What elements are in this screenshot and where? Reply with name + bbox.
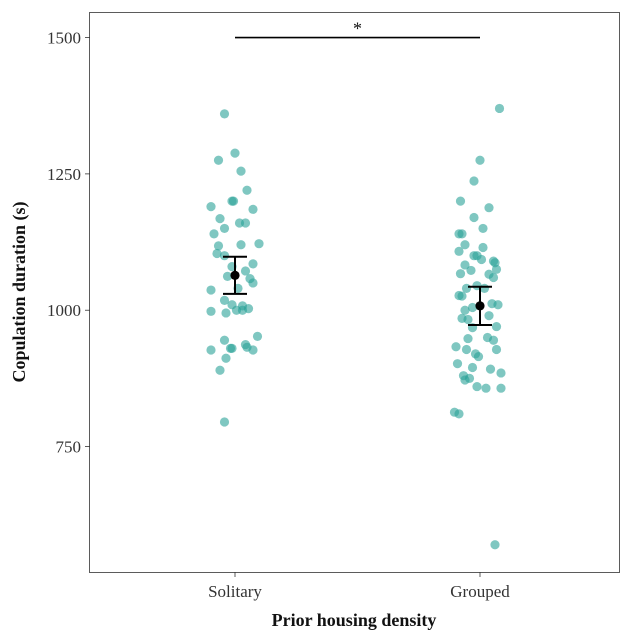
x-tick-label: Grouped [450,582,510,601]
data-point [215,214,225,224]
data-point [485,364,496,374]
y-tick-label: 1500 [47,29,81,48]
data-point [219,223,230,234]
data-points [206,103,506,550]
data-point [473,351,484,362]
data-point [254,239,264,249]
data-point [461,344,472,355]
x-axis-title: Prior housing density [272,610,437,630]
data-point [455,269,466,279]
data-point [206,345,216,355]
data-point [240,266,251,276]
data-point [206,306,216,316]
data-point [484,311,494,321]
data-point [460,375,470,385]
data-point [491,344,502,355]
data-point [212,248,222,259]
annotation-layer: * [235,19,480,39]
x-axis: Solitary Grouped [208,572,510,601]
data-point [219,417,230,427]
data-point [469,176,479,186]
data-point [219,109,230,119]
data-point [457,229,467,239]
data-point [206,285,216,295]
data-point [454,246,464,256]
data-point [252,331,263,342]
data-point [488,272,499,283]
data-point [457,291,467,301]
data-point [248,259,258,269]
mean-point [230,270,240,280]
data-point [469,212,479,223]
data-point [463,333,473,344]
data-point [466,265,476,276]
data-point [222,271,233,282]
data-point [225,343,236,353]
data-point [236,240,246,250]
data-point [236,166,246,176]
data-point [209,229,219,239]
data-point [467,362,478,373]
data-point [248,204,258,214]
data-point [460,260,470,270]
y-axis-title: Copulation duration (s) [9,201,30,382]
y-axis: 750 1000 1250 1500 [47,29,90,457]
x-tick-label: Solitary [208,582,262,601]
data-point [463,314,473,325]
data-point [451,342,461,352]
data-point [490,540,500,550]
data-point [230,148,240,158]
data-point [472,381,482,392]
data-point [228,196,239,206]
data-point [478,242,488,253]
data-point [215,365,225,375]
plot-panel-border [89,12,620,573]
data-point [493,300,503,310]
data-point [213,155,224,165]
data-point [248,345,258,355]
data-point [496,383,506,393]
data-point [491,321,502,332]
mean-point [475,301,485,311]
data-point [219,251,230,261]
significance-label: * [353,19,362,39]
data-point [496,368,506,378]
data-point [479,283,490,294]
data-point [460,240,470,250]
y-tick-label: 1000 [47,301,81,320]
data-point [491,264,502,274]
data-point [237,305,248,315]
data-point [481,383,491,393]
data-point [460,305,470,315]
data-point [221,353,231,363]
y-tick-label: 1250 [47,165,81,184]
data-point [488,335,499,345]
data-point [478,223,488,234]
data-point [206,202,216,212]
data-point [494,103,505,114]
data-point [219,335,230,345]
data-point [467,302,478,313]
data-point [476,254,487,265]
data-point [484,203,494,213]
data-point [221,308,231,318]
data-point [455,196,466,206]
data-point [452,359,463,369]
data-point [248,278,258,288]
data-point [454,409,464,419]
data-point [240,218,251,228]
data-point [219,295,230,306]
data-point [213,241,224,251]
data-point [242,185,252,195]
y-tick-label: 750 [56,438,82,457]
summary-layer [223,255,492,326]
data-point [475,155,485,165]
